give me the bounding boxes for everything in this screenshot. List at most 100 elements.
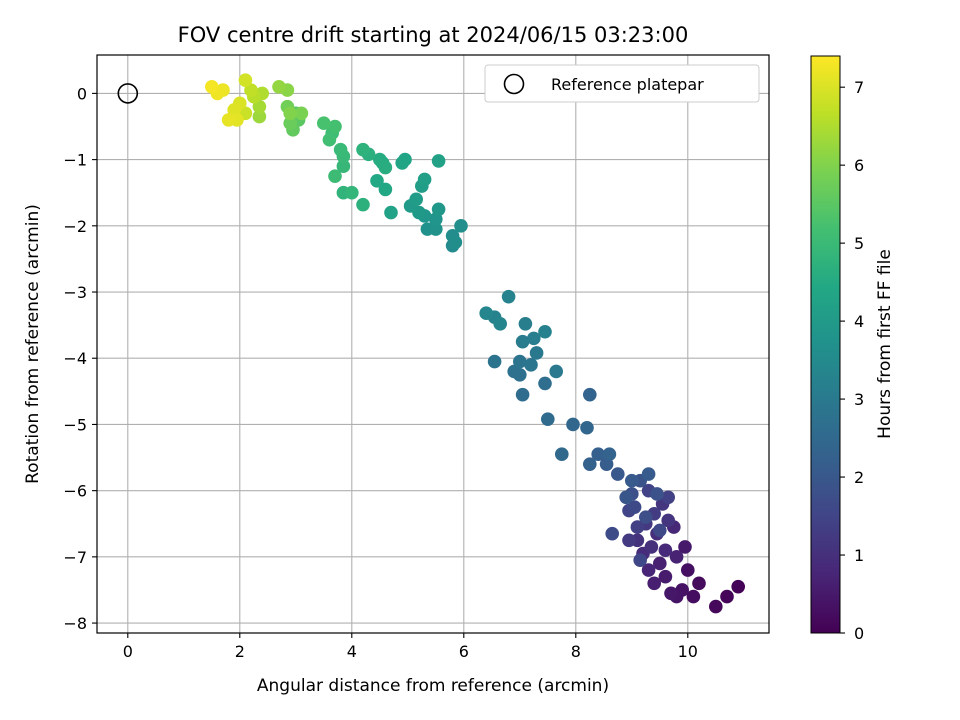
colorbar: 0 1 2 3 4 5 6 7 Hours from first FF file [810, 55, 895, 643]
data-point [647, 576, 661, 591]
x-tick-label: 4 [347, 642, 357, 661]
y-tick-label: −5 [63, 415, 87, 434]
data-point [356, 197, 370, 212]
data-point [619, 490, 633, 505]
chart-title: FOV centre drift starting at 2024/06/15 … [178, 23, 689, 47]
data-point [333, 142, 348, 157]
data-point [529, 346, 544, 360]
data-point [322, 132, 337, 147]
data-point [518, 317, 533, 331]
y-axis-ticks: 0 −1 −2 −3 −4 −5 −6 −7 −8 [63, 84, 97, 633]
data-point [538, 324, 552, 339]
data-point [431, 154, 446, 168]
colorbar-tick-label: 1 [854, 546, 864, 565]
data-point [625, 473, 639, 488]
data-point [493, 317, 508, 331]
data-point [221, 113, 236, 127]
data-point [454, 219, 468, 233]
legend-marker [503, 73, 525, 95]
data-point [583, 457, 597, 471]
plot-frame [96, 54, 770, 634]
colorbar-tick-label: 5 [854, 234, 864, 253]
data-point [622, 533, 636, 548]
data-point [653, 556, 667, 571]
data-point [611, 467, 625, 481]
legend-entry-reference-platepar: Reference platepar [551, 75, 704, 94]
data-point [409, 192, 424, 207]
data-point [627, 500, 642, 515]
data-point [664, 586, 678, 601]
data-point [650, 487, 664, 501]
data-point [272, 79, 286, 94]
data-point [630, 520, 645, 534]
data-point [541, 412, 555, 426]
data-point [658, 569, 673, 584]
data-point [661, 490, 675, 505]
colorbar-tick-label: 7 [854, 78, 864, 97]
data-point [384, 205, 398, 220]
legend: Reference platepar [484, 64, 760, 103]
colorbar-ticks: 0 1 2 3 4 5 6 7 [840, 78, 864, 643]
y-tick-label: −8 [63, 614, 87, 633]
data-point [501, 289, 516, 304]
data-point [336, 159, 351, 174]
data-point [639, 510, 653, 524]
y-tick-label: −4 [63, 349, 87, 368]
data-point [507, 364, 521, 379]
data-point [205, 79, 219, 94]
data-point [527, 331, 541, 346]
data-point [524, 358, 538, 372]
data-point [395, 156, 410, 170]
data-point [692, 576, 706, 591]
data-point [678, 540, 692, 554]
data-point [686, 589, 701, 604]
colorbar-label: Hours from first FF file [875, 249, 895, 439]
data-point [658, 543, 673, 558]
data-point [653, 523, 667, 538]
data-point [378, 160, 393, 175]
data-point [515, 387, 530, 402]
reference-platepar-marker [117, 83, 139, 104]
data-point [513, 354, 527, 369]
data-point [583, 387, 597, 402]
data-point [378, 182, 393, 197]
data-point [644, 540, 659, 554]
y-axis-label: Rotation from reference (arcmin) [23, 204, 43, 484]
x-tick-label: 10 [678, 642, 698, 661]
data-point [681, 563, 695, 577]
legend-box [484, 64, 760, 103]
data-point [669, 550, 684, 564]
data-point [566, 417, 580, 432]
data-point [479, 306, 494, 321]
data-point [487, 354, 502, 369]
colorbar-tick-label: 6 [854, 156, 864, 175]
data-point [580, 420, 594, 435]
data-point [633, 553, 647, 567]
data-point [283, 106, 298, 121]
data-point [709, 599, 723, 614]
x-axis-label: Angular distance from reference (arcmin) [257, 676, 609, 696]
data-point [244, 83, 258, 97]
data-point [417, 172, 432, 187]
y-tick-label: −2 [63, 217, 87, 236]
data-point [641, 563, 656, 577]
x-tick-label: 8 [571, 642, 581, 661]
data-point [591, 447, 605, 462]
data-point [720, 589, 734, 604]
data-point [238, 73, 253, 87]
colorbar-tick-label: 3 [854, 390, 864, 409]
data-point [555, 447, 569, 462]
data-point [294, 106, 309, 121]
data-point [602, 447, 617, 462]
data-point [252, 109, 267, 124]
y-tick-label: −7 [63, 548, 87, 567]
data-point [448, 235, 463, 250]
y-tick-label: 0 [77, 84, 87, 103]
data-point [538, 376, 552, 391]
x-tick-label: 6 [459, 642, 469, 661]
data-point [515, 334, 530, 349]
colorbar-tick-label: 4 [854, 312, 864, 331]
data-point [328, 119, 342, 134]
data-point [661, 513, 675, 528]
data-point [356, 142, 370, 157]
